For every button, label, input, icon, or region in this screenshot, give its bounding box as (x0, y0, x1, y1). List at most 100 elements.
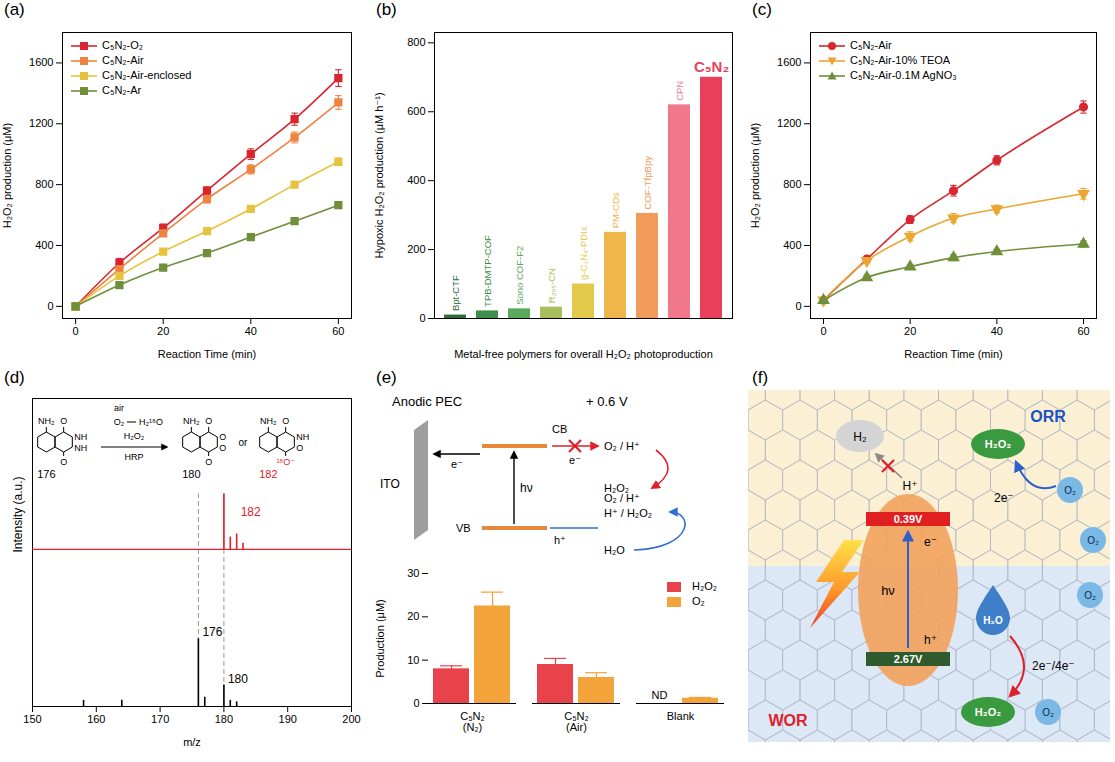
svg-text:H₂O: H₂O (604, 544, 625, 556)
svg-text:COF-TfpBpy: COF-TfpBpy (642, 156, 653, 210)
svg-text:O: O (219, 443, 226, 453)
svg-text:H₂: H₂ (853, 430, 867, 444)
svg-text:1600: 1600 (777, 56, 801, 68)
svg-text:O: O (219, 432, 226, 442)
svg-text:150: 150 (23, 713, 41, 725)
svg-text:0: 0 (419, 312, 425, 324)
svg-text:O: O (296, 443, 303, 453)
svg-text:¹⁸O⁻: ¹⁸O⁻ (276, 457, 295, 467)
svg-text:Intensity (a.u.): Intensity (a.u.) (11, 476, 25, 552)
svg-text:e⁻: e⁻ (924, 535, 937, 549)
svg-text:1600: 1600 (29, 56, 53, 68)
svg-text:CB: CB (552, 423, 567, 435)
svg-text:NH₂: NH₂ (38, 416, 55, 426)
svg-text:Bpt-CTF: Bpt-CTF (450, 275, 461, 311)
svg-text:O₂: O₂ (1087, 535, 1099, 546)
svg-text:180: 180 (228, 672, 248, 686)
svg-text:O₂: O₂ (1064, 485, 1076, 496)
svg-text:30: 30 (407, 567, 419, 579)
svg-text:176: 176 (202, 625, 222, 639)
svg-text:O₂ / H⁺: O₂ / H⁺ (604, 492, 640, 504)
svg-text:0: 0 (820, 325, 826, 337)
svg-text:C₅N₂(Air): C₅N₂(Air) (564, 710, 589, 733)
svg-text:h⁺: h⁺ (554, 534, 566, 546)
svg-text:+ 0.6 V: + 0.6 V (586, 394, 628, 409)
svg-text:m/z: m/z (183, 736, 201, 748)
svg-text:182: 182 (259, 468, 277, 480)
svg-text:40: 40 (245, 325, 257, 337)
svg-text:800: 800 (407, 36, 425, 48)
svg-text:CPN: CPN (674, 81, 685, 101)
svg-text:ND: ND (652, 689, 668, 701)
svg-text:e⁻: e⁻ (451, 458, 463, 470)
svg-text:O₂: O₂ (1084, 590, 1096, 601)
svg-text:HRP: HRP (124, 452, 143, 462)
svg-text:H₂O₂ production (μM): H₂O₂ production (μM) (749, 123, 761, 228)
svg-text:180: 180 (182, 468, 200, 480)
svg-text:200: 200 (342, 713, 360, 725)
svg-text:0: 0 (795, 300, 801, 312)
svg-text:Anodic PEC: Anodic PEC (392, 394, 462, 409)
svg-text:O: O (60, 416, 67, 426)
svg-text:2.67V: 2.67V (894, 653, 923, 665)
svg-text:O: O (205, 416, 212, 426)
svg-text:Production (μM): Production (μM) (374, 599, 386, 677)
svg-text:40: 40 (991, 325, 1003, 337)
svg-text:20: 20 (407, 610, 419, 622)
svg-text:20: 20 (904, 325, 916, 337)
svg-text:O₂ / H⁺: O₂ / H⁺ (604, 440, 640, 452)
svg-text:g-C₃N₄-PDIx: g-C₃N₄-PDIx (578, 226, 589, 280)
svg-text:WOR: WOR (768, 712, 808, 729)
svg-text:160: 160 (87, 713, 105, 725)
svg-text:NH₂: NH₂ (183, 416, 200, 426)
svg-text:1200: 1200 (29, 117, 53, 129)
svg-text:H₂O₂: H₂O₂ (985, 438, 1011, 450)
svg-text:hν: hν (881, 583, 895, 598)
svg-text:PM-CDs: PM-CDs (610, 192, 621, 228)
svg-text:R₂₉₅-CN: R₂₉₅-CN (546, 268, 557, 303)
svg-text:H⁺ / H₂O₂: H⁺ / H₂O₂ (604, 507, 652, 519)
svg-text:O: O (282, 416, 289, 426)
svg-text:Sono COF-F2: Sono COF-F2 (514, 246, 525, 305)
svg-text:600: 600 (407, 105, 425, 117)
svg-text:Blank: Blank (667, 710, 695, 722)
svg-text:190: 190 (279, 713, 297, 725)
svg-text:Hypoxic H₂O₂ production (μM h⁻: Hypoxic H₂O₂ production (μM h⁻¹) (373, 92, 385, 258)
svg-text:NH: NH (74, 443, 87, 453)
svg-text:2e⁻/4e⁻: 2e⁻/4e⁻ (1032, 659, 1075, 673)
svg-text:H₂O: H₂O (983, 615, 1003, 626)
svg-text:10: 10 (407, 654, 419, 666)
svg-text:400: 400 (35, 239, 53, 251)
svg-text:Reaction Time (min): Reaction Time (min) (904, 348, 1002, 360)
svg-text:Metal-free polymers for overal: Metal-free polymers for overall H₂O₂ pho… (454, 348, 713, 360)
svg-text:e⁻: e⁻ (569, 454, 581, 466)
svg-text:2e⁻: 2e⁻ (994, 491, 1014, 505)
svg-text:0.39V: 0.39V (894, 513, 923, 525)
svg-text:400: 400 (407, 174, 425, 186)
svg-text:0: 0 (413, 697, 419, 709)
svg-text:or: or (239, 437, 249, 448)
svg-text:20: 20 (157, 325, 169, 337)
svg-text:hν: hν (520, 481, 533, 495)
svg-text:180: 180 (215, 713, 233, 725)
svg-text:H₂O₂: H₂O₂ (124, 431, 145, 441)
svg-text:NH₂: NH₂ (260, 416, 277, 426)
svg-text:ORR: ORR (1030, 408, 1066, 425)
svg-text:170: 170 (151, 713, 169, 725)
svg-text:200: 200 (407, 243, 425, 255)
svg-text:O₂: O₂ (114, 417, 125, 427)
svg-text:air: air (114, 403, 124, 413)
svg-text:800: 800 (35, 178, 53, 190)
svg-text:O: O (60, 457, 67, 467)
svg-text:H₂¹⁸O: H₂¹⁸O (139, 417, 163, 427)
svg-text:176: 176 (37, 468, 55, 480)
svg-text:60: 60 (1077, 325, 1089, 337)
svg-text:NH: NH (74, 432, 87, 442)
svg-text:ITO: ITO (380, 477, 400, 491)
svg-text:NH: NH (296, 432, 309, 442)
svg-text:800: 800 (783, 178, 801, 190)
svg-text:TPB-DMTP-COF: TPB-DMTP-COF (482, 235, 493, 307)
svg-text:C₅N₂(N₂): C₅N₂(N₂) (460, 710, 485, 733)
svg-text:h⁺: h⁺ (924, 633, 937, 647)
svg-text:182: 182 (241, 505, 261, 519)
